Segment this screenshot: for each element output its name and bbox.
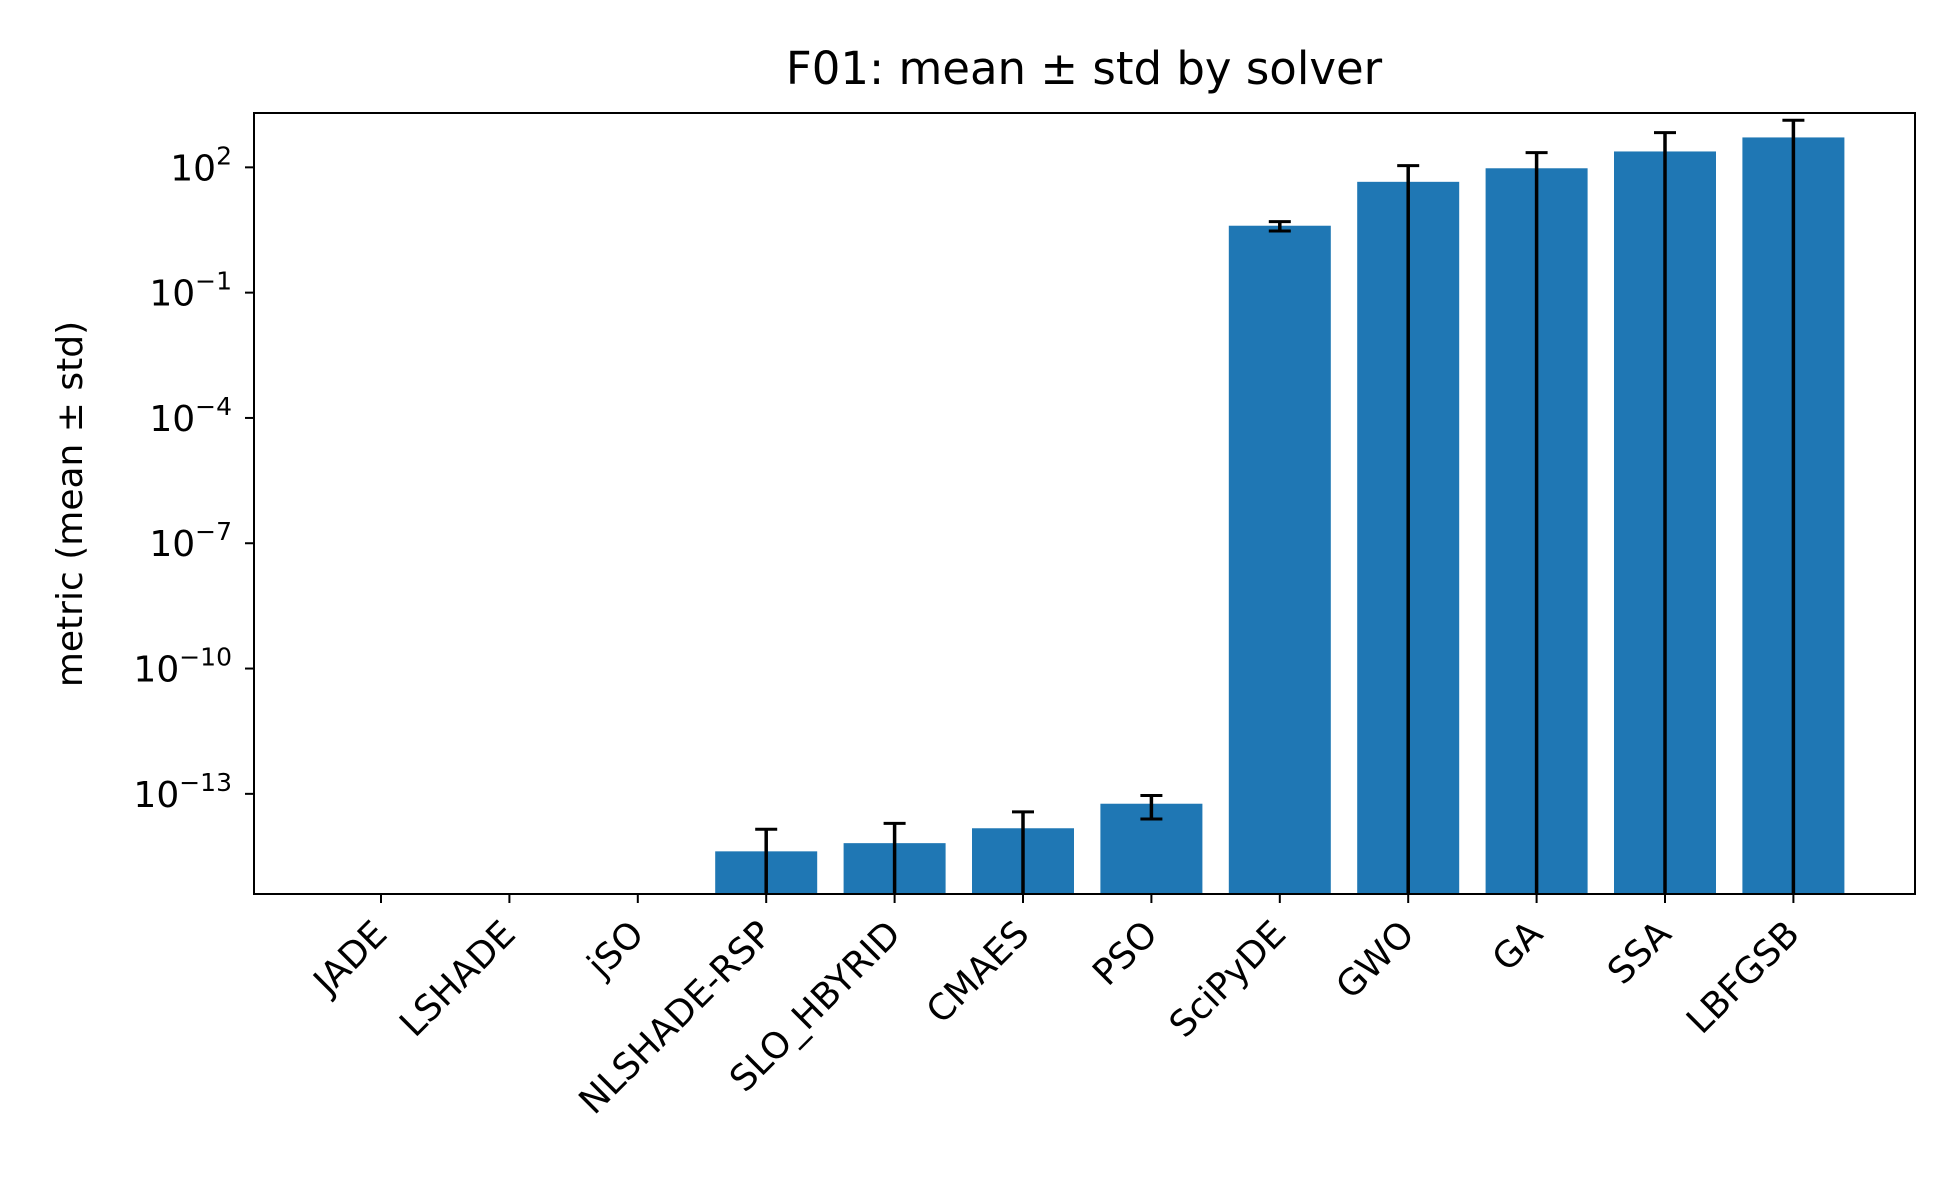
plot-frame — [253, 112, 1916, 895]
y-tick-exponent: −1 — [195, 267, 232, 296]
errorbar-ssa — [1654, 131, 1676, 894]
errorbar-scipyde — [1268, 220, 1291, 233]
y-tick-label: 102 — [170, 141, 232, 189]
bars-group — [715, 137, 1845, 894]
y-tick-label: 10−7 — [149, 517, 232, 565]
chart-title: F01: mean ± std by solver — [786, 42, 1383, 95]
x-tick-label-scipyde: SciPyDE — [1162, 913, 1294, 1045]
x-tick-label-jso: jSO — [579, 913, 652, 986]
errorbar-ga — [1525, 151, 1548, 894]
bar-scipyde — [1228, 225, 1331, 894]
y-tick-label: 10−4 — [149, 392, 232, 440]
y-axis-label: metric (mean ± std) — [50, 321, 91, 687]
y-tick-base: 10 — [133, 650, 179, 691]
errorbars-group — [755, 118, 1805, 894]
x-tick-label-ssa: SSA — [1600, 913, 1679, 992]
y-tick-exponent: −7 — [195, 517, 232, 546]
y-tick-label: 10−1 — [149, 267, 232, 315]
y-tick-base: 10 — [149, 524, 195, 565]
x-tick-label-ga: GA — [1485, 913, 1551, 979]
x-tick-label-cmaes: CMAES — [919, 913, 1037, 1031]
y-tick-label: 10−13 — [133, 768, 232, 816]
x-tick-label-lshade: LSHADE — [392, 913, 524, 1045]
errorbar-gwo — [1397, 164, 1420, 894]
x-tick-label-jade: JADE — [305, 913, 396, 1004]
y-tick-label: 10−10 — [133, 643, 232, 691]
errorbar-pso — [1140, 794, 1163, 821]
y-tick-exponent: −10 — [179, 643, 232, 672]
y-tick-exponent: 2 — [216, 141, 232, 170]
y-tick-exponent: −4 — [195, 392, 232, 421]
x-tick-label-pso: PSO — [1085, 913, 1166, 994]
errorbar-cmaes — [1012, 810, 1034, 894]
x-tick-label-gwo: GWO — [1329, 913, 1423, 1007]
errorbar-nlshade-rsp — [755, 827, 778, 894]
errorbar-lbfgsb — [1782, 118, 1805, 894]
errorbar-slo-hbyrid — [883, 821, 906, 894]
x-tick-label-lbfgsb: LBFGSB — [1679, 913, 1808, 1042]
y-tick-base: 10 — [149, 399, 195, 440]
y-tick-base: 10 — [149, 274, 195, 315]
y-tick-base: 10 — [133, 775, 179, 816]
y-tick-base: 10 — [170, 148, 216, 189]
y-tick-exponent: −13 — [179, 768, 232, 797]
